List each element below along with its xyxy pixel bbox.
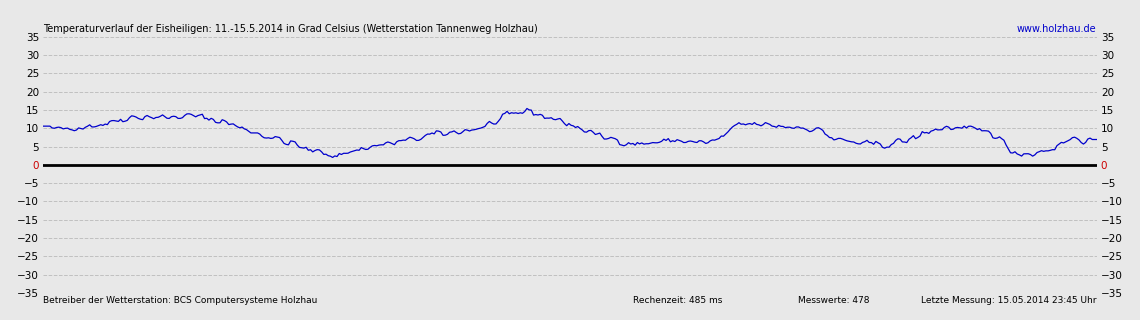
Text: Messwerte: 478: Messwerte: 478: [798, 296, 870, 305]
Text: Letzte Messung: 15.05.2014 23:45 Uhr: Letzte Messung: 15.05.2014 23:45 Uhr: [921, 296, 1097, 305]
Text: www.holzhau.de: www.holzhau.de: [1017, 24, 1097, 34]
Text: Rechenzeit: 485 ms: Rechenzeit: 485 ms: [633, 296, 722, 305]
Text: Betreiber der Wetterstation: BCS Computersysteme Holzhau: Betreiber der Wetterstation: BCS Compute…: [43, 296, 318, 305]
Text: Temperaturverlauf der Eisheiligen: 11.-15.5.2014 in Grad Celsius (Wetterstation : Temperaturverlauf der Eisheiligen: 11.-1…: [43, 24, 538, 34]
